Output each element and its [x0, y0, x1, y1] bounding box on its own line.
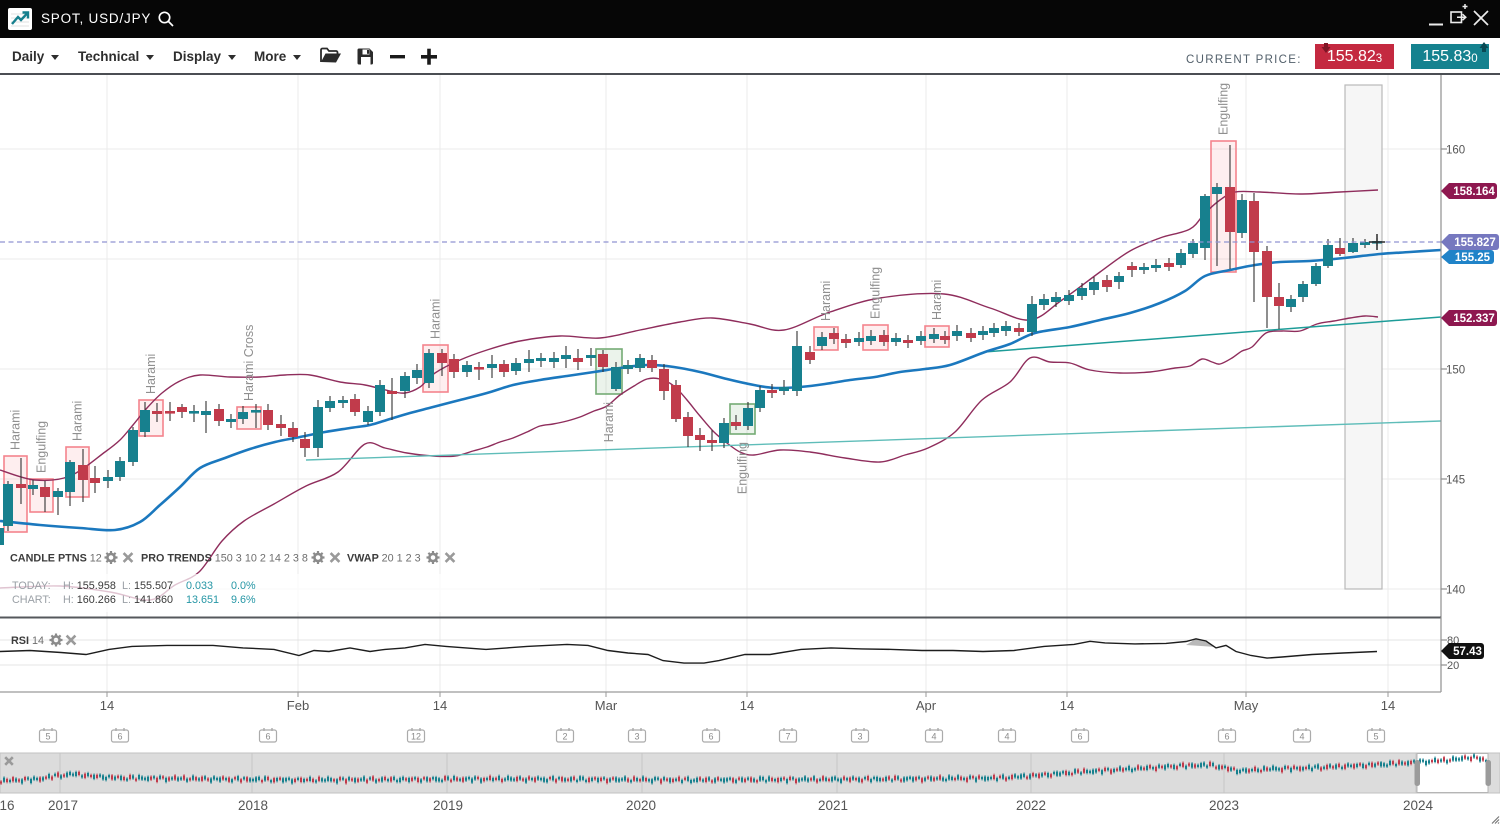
svg-text:57.43: 57.43 — [1453, 646, 1482, 658]
svg-text:13.651: 13.651 — [186, 594, 219, 606]
svg-text:TODAY:: TODAY: — [12, 580, 51, 592]
svg-text:155.827: 155.827 — [1454, 237, 1496, 249]
svg-text:2019: 2019 — [433, 798, 463, 813]
svg-text:L: 155.507: L: 155.507 — [122, 580, 173, 592]
svg-text:4: 4 — [1004, 732, 1009, 742]
svg-text:155.25: 155.25 — [1455, 252, 1491, 264]
svg-text:2022: 2022 — [1016, 798, 1046, 813]
svg-text:Harami: Harami — [71, 401, 85, 441]
svg-text:CHART:: CHART: — [12, 594, 51, 606]
svg-text:140: 140 — [1446, 585, 1465, 597]
svg-text:2017: 2017 — [48, 798, 78, 813]
svg-text:14: 14 — [740, 698, 754, 713]
svg-text:4: 4 — [931, 732, 936, 742]
svg-text:7: 7 — [785, 732, 790, 742]
svg-text:6: 6 — [117, 732, 122, 742]
svg-text:14: 14 — [433, 698, 447, 713]
svg-text:3: 3 — [634, 732, 639, 742]
svg-text:RSI 14: RSI 14 — [11, 635, 44, 647]
svg-text:6: 6 — [708, 732, 713, 742]
svg-text:152.337: 152.337 — [1453, 313, 1495, 325]
svg-text:Harami: Harami — [602, 402, 616, 442]
svg-text:20: 20 — [1447, 660, 1459, 672]
svg-text:Harami Cross: Harami Cross — [242, 325, 256, 401]
svg-text:2020: 2020 — [626, 798, 656, 813]
svg-text:0.0%: 0.0% — [231, 580, 256, 592]
svg-text:PRO TRENDS 150 3 10 2 14 2 3 8: PRO TRENDS 150 3 10 2 14 2 3 8 — [141, 553, 308, 565]
svg-text:Feb: Feb — [287, 698, 309, 713]
svg-text:2018: 2018 — [238, 798, 268, 813]
svg-text:5: 5 — [1373, 732, 1378, 742]
svg-text:14: 14 — [100, 698, 114, 713]
svg-text:Harami: Harami — [144, 354, 158, 394]
svg-text:H: 155.958: H: 155.958 — [63, 580, 116, 592]
svg-text:150: 150 — [1446, 365, 1465, 377]
svg-text:16: 16 — [0, 798, 15, 813]
svg-text:5: 5 — [45, 732, 50, 742]
svg-text:Engulfing: Engulfing — [869, 267, 883, 319]
svg-text:160: 160 — [1446, 145, 1465, 157]
svg-text:0.033: 0.033 — [186, 580, 213, 592]
svg-text:H: 160.266: H: 160.266 — [63, 594, 116, 606]
svg-text:2024: 2024 — [1403, 798, 1434, 813]
svg-text:2: 2 — [562, 732, 567, 742]
svg-text:14: 14 — [1060, 698, 1074, 713]
svg-text:6: 6 — [265, 732, 270, 742]
svg-text:145: 145 — [1446, 475, 1465, 487]
svg-text:2021: 2021 — [818, 798, 848, 813]
svg-text:Harami: Harami — [429, 299, 443, 339]
svg-text:6: 6 — [1224, 732, 1229, 742]
svg-text:Apr: Apr — [916, 698, 937, 713]
svg-text:May: May — [1234, 698, 1259, 713]
svg-text:Mar: Mar — [595, 698, 618, 713]
svg-text:Harami: Harami — [9, 410, 23, 450]
svg-text:12: 12 — [411, 732, 421, 742]
svg-text:CANDLE PTNS 12: CANDLE PTNS 12 — [10, 553, 102, 565]
svg-text:3: 3 — [857, 732, 862, 742]
svg-text:14: 14 — [1381, 698, 1395, 713]
svg-text:L: 141.860: L: 141.860 — [122, 594, 173, 606]
svg-text:9.6%: 9.6% — [231, 594, 256, 606]
svg-text:Engulfing: Engulfing — [35, 421, 49, 473]
svg-text:Harami: Harami — [819, 281, 833, 321]
svg-text:Engulfing: Engulfing — [1217, 83, 1231, 135]
svg-text:Engulfing: Engulfing — [736, 442, 750, 494]
svg-text:4: 4 — [1299, 732, 1304, 742]
svg-text:Harami: Harami — [930, 280, 944, 320]
svg-text:2023: 2023 — [1209, 798, 1239, 813]
svg-text:158.164: 158.164 — [1453, 186, 1495, 198]
svg-text:6: 6 — [1077, 732, 1082, 742]
svg-text:VWAP 20 1 2 3: VWAP 20 1 2 3 — [347, 553, 421, 565]
